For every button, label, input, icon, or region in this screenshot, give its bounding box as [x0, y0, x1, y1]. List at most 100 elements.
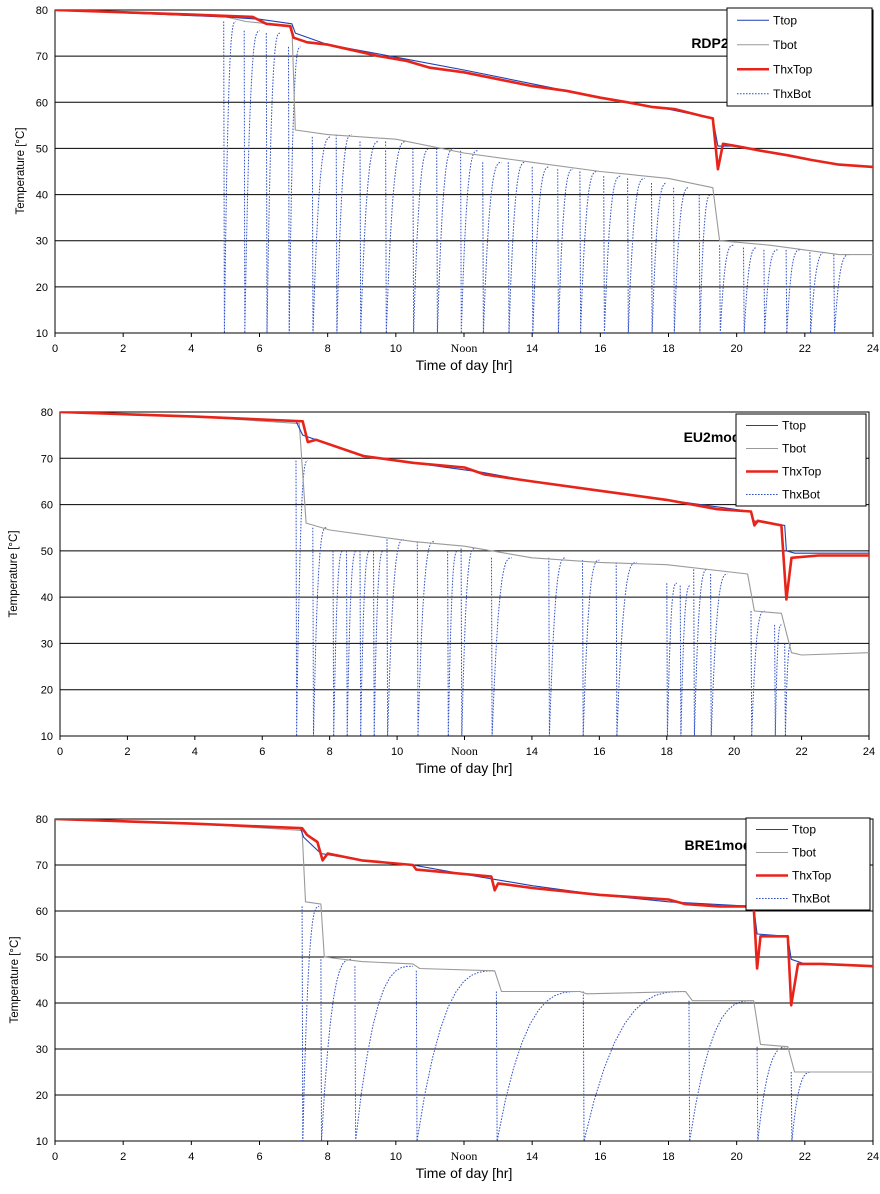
- x-tick-label: 10: [391, 746, 403, 758]
- x-tick-label: 10: [390, 343, 402, 355]
- x-tick-label: 22: [799, 1151, 811, 1163]
- series-line-thxbot: [756, 1046, 788, 1141]
- series-line-thxbot: [688, 1000, 754, 1141]
- series-line-thxbot: [415, 970, 495, 1141]
- series-line-thxbot: [447, 550, 458, 736]
- x-tick-label: 16: [594, 1151, 606, 1163]
- y-tick-label: 20: [41, 685, 53, 697]
- series-line-thxbot: [710, 573, 728, 736]
- legend-label-thxtop: ThxTop: [773, 62, 813, 76]
- x-tick-label: 4: [188, 1151, 194, 1163]
- x-axis-label: Time of day [hr]: [416, 1165, 513, 1181]
- series-line-thxbot: [615, 561, 637, 736]
- y-tick-label: 30: [36, 236, 48, 248]
- series-line-thxbot: [763, 249, 778, 333]
- x-tick-label: 2: [120, 343, 126, 355]
- series-line-thxbot: [412, 147, 430, 333]
- x-tick-label: 18: [661, 746, 673, 758]
- series-line-thxbot: [312, 527, 327, 736]
- x-tick-label: 22: [795, 746, 807, 758]
- series-line-thxbot: [354, 965, 413, 1141]
- series-line-thxbot: [673, 187, 690, 333]
- legend-label-thxtop: ThxTop: [782, 465, 822, 479]
- y-tick-label: 30: [36, 1044, 48, 1056]
- series-line-thxbot: [743, 247, 758, 333]
- series-line-thxbot: [582, 559, 600, 736]
- series-line-tbot: [60, 412, 869, 656]
- y-tick-label: 50: [36, 143, 48, 155]
- series-line-thxbot: [373, 550, 384, 736]
- series-line-thxtop: [60, 412, 869, 601]
- y-tick-label: 60: [36, 97, 48, 109]
- x-tick-label: 2: [120, 1151, 126, 1163]
- series-line-thxbot: [582, 991, 686, 1141]
- y-tick-label: 80: [36, 814, 48, 826]
- y-axis-label: Temperature [°C]: [15, 127, 27, 214]
- x-tick-label: 20: [731, 1151, 743, 1163]
- y-tick-label: 70: [36, 51, 48, 63]
- legend-label-tbot: Tbot: [773, 38, 798, 52]
- y-tick-label: 10: [41, 731, 53, 743]
- y-tick-label: 70: [41, 453, 53, 465]
- legend-label-thxtop: ThxTop: [792, 869, 832, 883]
- x-axis-label: Time of day [hr]: [416, 357, 513, 373]
- y-tick-label: 40: [41, 592, 53, 604]
- legend-label-ttop: Ttop: [792, 823, 816, 837]
- x-tick-label: 24: [863, 746, 875, 758]
- y-tick-label: 40: [36, 190, 48, 202]
- series-line-thxtop: [55, 819, 873, 1007]
- chart-title: BRE1mod: [685, 837, 752, 853]
- series-line-thxtop: [55, 10, 873, 171]
- x-tick-label: 14: [526, 746, 538, 758]
- y-tick-label: 20: [36, 1090, 48, 1102]
- y-tick-label: 80: [41, 407, 53, 419]
- x-tick-label: 24: [867, 343, 879, 355]
- legend-label-ttop: Ttop: [782, 419, 806, 433]
- series-line-thxbot: [719, 244, 734, 333]
- legend-label-ttop: Ttop: [773, 13, 797, 27]
- series-line-thxbot: [666, 582, 677, 736]
- series-line-thxbot: [774, 624, 782, 736]
- y-tick-label: 20: [36, 282, 48, 294]
- series-line-thxbot: [833, 254, 850, 333]
- series-line-thxbot: [809, 251, 826, 333]
- series-line-thxbot: [579, 171, 597, 333]
- x-tick-label: 0: [52, 343, 58, 355]
- series-line-thxbot: [548, 557, 566, 736]
- x-tick-label: 8: [327, 746, 333, 758]
- x-tick-label: 6: [256, 1151, 262, 1163]
- y-tick-label: 80: [36, 5, 48, 17]
- series-line-thxbot: [359, 550, 371, 736]
- series-line-thxbot: [436, 147, 454, 333]
- x-tick-label: 20: [728, 746, 740, 758]
- series-line-thxbot: [301, 905, 320, 1141]
- x-tick-label: 0: [52, 1151, 58, 1163]
- x-tick-label: 18: [662, 1151, 674, 1163]
- x-tick-label: Noon: [451, 744, 478, 758]
- series-line-thxbot: [784, 642, 792, 736]
- chart-title: RDP2: [691, 35, 729, 51]
- series-line-thxbot: [627, 177, 645, 333]
- x-tick-label: 16: [593, 746, 605, 758]
- x-tick-label: 0: [57, 746, 63, 758]
- x-tick-label: Noon: [451, 1149, 478, 1163]
- legend-box: [726, 7, 873, 107]
- series-line-thxbot: [460, 548, 475, 736]
- x-tick-label: 24: [867, 1151, 879, 1163]
- legend-label-thxbot: ThxBot: [773, 87, 812, 101]
- series-line-thxbot: [320, 958, 352, 1141]
- series-line-thxbot: [335, 134, 352, 333]
- y-tick-label: 60: [41, 500, 53, 512]
- series-line-thxbot: [790, 1071, 812, 1141]
- series-line-thxbot: [359, 141, 379, 333]
- y-tick-label: 40: [36, 998, 48, 1010]
- x-tick-label: 6: [256, 343, 262, 355]
- legend-box: [735, 413, 867, 507]
- series-line-thxbot: [750, 610, 765, 736]
- series-line-thxbot: [603, 175, 621, 333]
- y-tick-label: 10: [36, 328, 48, 340]
- legend-box: [745, 817, 871, 911]
